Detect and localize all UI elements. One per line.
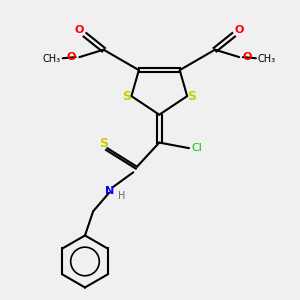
Text: Cl: Cl <box>191 143 202 153</box>
Text: S: S <box>187 90 196 103</box>
Text: O: O <box>235 26 244 35</box>
Text: H: H <box>118 191 126 201</box>
Text: N: N <box>104 186 114 196</box>
Text: S: S <box>99 137 108 150</box>
Text: S: S <box>122 90 131 103</box>
Text: O: O <box>75 26 84 35</box>
Text: O: O <box>67 52 76 62</box>
Text: CH₃: CH₃ <box>43 54 61 64</box>
Text: O: O <box>243 52 252 62</box>
Text: CH₃: CH₃ <box>258 54 276 64</box>
